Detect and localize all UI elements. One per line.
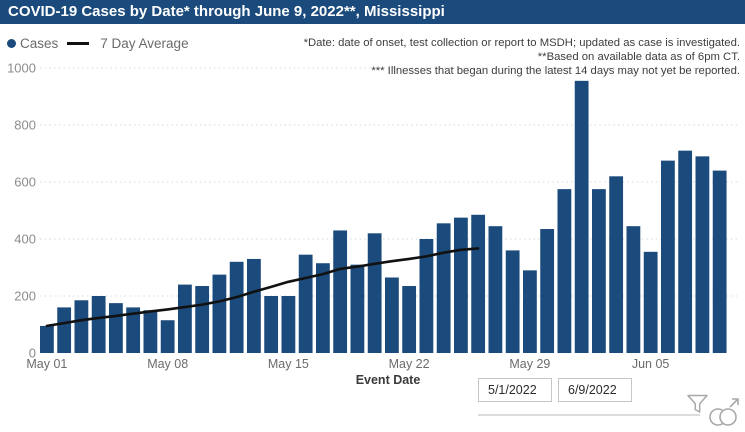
footnote-latest-14-days: *** Illnesses that began during the late… — [371, 65, 740, 77]
bar-may-2[interactable] — [57, 307, 72, 353]
bar-may-6[interactable] — [126, 307, 141, 353]
bar-may-30[interactable] — [540, 229, 555, 353]
bar-jun-1[interactable] — [574, 80, 589, 353]
y-tick-label-200: 200 — [14, 289, 36, 304]
bar-may-16[interactable] — [298, 254, 313, 353]
bar-may-22[interactable] — [402, 286, 417, 353]
page-title: COVID-19 Cases by Date* through June 9, … — [8, 3, 445, 20]
bar-may-3[interactable] — [74, 300, 89, 353]
slicer-start-date-input[interactable] — [478, 378, 552, 402]
x-axis-title: Event Date — [355, 373, 421, 387]
footnotes: *Date: date of onset, test collection or… — [304, 36, 740, 78]
bar-may-28[interactable] — [505, 250, 520, 353]
bar-jun-6[interactable] — [661, 160, 675, 353]
focus-mode-icon[interactable] — [706, 396, 744, 428]
footnote-date-definition: *Date: date of onset, test collection or… — [303, 37, 740, 49]
y-tick-label-400: 400 — [14, 232, 36, 247]
bar-may-9[interactable] — [178, 284, 192, 353]
x-tick-label-may-15: May 15 — [268, 357, 309, 371]
x-tick-label-jun-05: Jun 05 — [632, 357, 670, 371]
y-tick-label-0: 0 — [29, 346, 36, 361]
avg-legend-line-icon — [67, 41, 90, 45]
cases-legend-label: Cases — [20, 35, 59, 51]
footnote-data-asof: **Based on available data as of 6pm CT. — [537, 51, 740, 63]
bar-may-1[interactable] — [40, 325, 54, 353]
bar-may-7[interactable] — [143, 310, 158, 353]
slicer-end-date-input[interactable] — [558, 378, 632, 402]
avg-legend-label: 7 Day Average — [100, 35, 189, 51]
bar-may-10[interactable] — [195, 286, 210, 353]
bar-jun-8[interactable] — [695, 156, 710, 353]
bar-may-4[interactable] — [91, 296, 106, 353]
bar-may-25[interactable] — [454, 217, 468, 354]
bar-may-21[interactable] — [385, 277, 399, 353]
bar-jun-5[interactable] — [643, 251, 658, 353]
chart-legend: Cases 7 Day Average — [7, 34, 189, 52]
report-title-bar: COVID-19 Cases by Date* through June 9, … — [0, 0, 745, 24]
bar-jun-3[interactable] — [609, 176, 624, 353]
x-tick-label-may-08: May 08 — [147, 357, 188, 371]
bar-may-12[interactable] — [229, 261, 244, 353]
y-tick-label-1000: 1000 — [7, 61, 36, 76]
bar-jun-4[interactable] — [626, 226, 641, 353]
bar-may-8[interactable] — [160, 320, 175, 353]
y-tick-label-600: 600 — [14, 175, 36, 190]
seven-day-average-line — [45, 247, 480, 328]
bar-jun-2[interactable] — [592, 189, 606, 354]
cases-legend-dot-icon — [7, 38, 16, 48]
x-tick-label-may-01: May 01 — [26, 357, 67, 371]
bar-may-18[interactable] — [333, 230, 348, 353]
bar-may-19[interactable] — [350, 264, 365, 353]
bar-may-13[interactable] — [247, 258, 261, 353]
bar-jun-9[interactable] — [712, 170, 727, 353]
bar-may-20[interactable] — [367, 233, 382, 353]
bar-may-5[interactable] — [109, 303, 123, 354]
bar-may-26[interactable] — [471, 214, 486, 353]
bar-may-14[interactable] — [264, 296, 279, 353]
bar-may-17[interactable] — [316, 263, 330, 353]
bar-may-31[interactable] — [557, 189, 572, 354]
x-tick-label-may-22: May 22 — [389, 357, 430, 371]
bar-may-24[interactable] — [436, 223, 451, 353]
x-tick-label-may-29: May 29 — [509, 357, 550, 371]
bar-may-11[interactable] — [212, 274, 227, 354]
bar-may-27[interactable] — [488, 226, 503, 353]
y-tick-label-800: 800 — [14, 118, 36, 133]
bar-jun-7[interactable] — [678, 150, 693, 353]
bar-may-23[interactable] — [419, 239, 434, 353]
bar-may-15[interactable] — [281, 296, 296, 353]
filter-funnel-icon[interactable] — [686, 394, 710, 415]
bar-may-29[interactable] — [523, 270, 537, 353]
date-range-slider-track[interactable] — [478, 414, 700, 416]
